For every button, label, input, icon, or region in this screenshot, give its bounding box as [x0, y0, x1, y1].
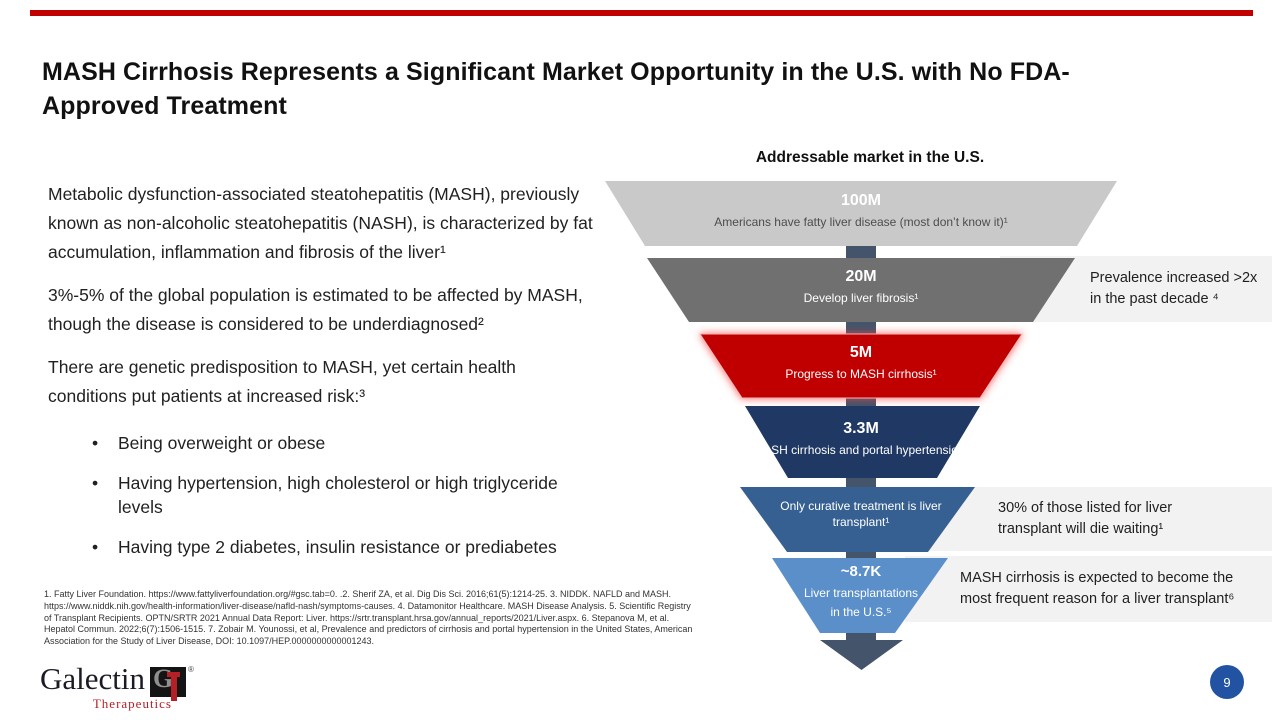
- list-item-text: Being overweight or obese: [118, 433, 326, 453]
- funnel-arrowhead-icon: [820, 640, 903, 670]
- bullet-icon: •: [92, 537, 99, 557]
- prevalence-paragraph: 3%-5% of the global population is estima…: [48, 285, 583, 334]
- footnote-line: of Transplant Recipients. OPTN/SRTR 2021…: [44, 612, 670, 623]
- funnel-level-curative: [740, 487, 975, 552]
- page-number-badge: 9: [1210, 665, 1244, 699]
- funnel-diagram: [605, 181, 1117, 670]
- accent-bar: [30, 10, 1253, 16]
- list-item: • Having type 2 diabetes, insulin resist…: [48, 535, 593, 559]
- list-item: • Being overweight or obese: [48, 431, 593, 455]
- callout-transplant-waiting: 30% of those listed for liver transplant…: [900, 487, 1272, 551]
- bullet-icon: •: [92, 473, 99, 493]
- funnel-label-20m: 20M Develop liver fibrosis¹: [803, 268, 919, 305]
- list-item: • Having hypertension, high cholesterol …: [48, 471, 593, 519]
- footnote-line: Association for the Study of Liver Disea…: [44, 636, 375, 647]
- registered-mark: ®: [188, 665, 194, 674]
- risk-paragraph: There are genetic predisposition to MASH…: [48, 357, 516, 406]
- callout-transplant-reason: MASH cirrhosis is expected to become the…: [905, 556, 1272, 622]
- page-number: 9: [1223, 674, 1231, 690]
- list-item-text: Having hypertension, high cholesterol or…: [118, 473, 558, 517]
- logo-wordmark: Galectin: [40, 661, 146, 696]
- funnel-level-5m: [699, 333, 1023, 399]
- footnote-line: https://www.niddk.nih.gov/health-informa…: [44, 600, 691, 611]
- risk-factor-list: • Being overweight or obese • Having hyp…: [48, 431, 593, 559]
- list-item-text: Having type 2 diabetes, insulin resistan…: [118, 537, 557, 557]
- left-panel: Metabolic dysfunction-associated steatoh…: [48, 180, 593, 575]
- funnel-level-8-7k: [772, 558, 948, 633]
- funnel-label-3-3m: 3.3M MASH cirrhosis and portal hypertens…: [753, 420, 969, 457]
- funnel-level-20m: [647, 258, 1075, 322]
- funnel-label-8-7k: ~8.7K Liver transplantations in the U.S.…: [803, 563, 919, 619]
- bullet-icon: •: [92, 433, 99, 453]
- funnel-title: Addressable market in the U.S.: [755, 149, 985, 166]
- funnel-level-100m: [605, 181, 1117, 246]
- funnel-label-curative: Only curative treatment is liver transpl…: [780, 499, 942, 529]
- galectin-logo: Galectin G ® Therapeutics: [40, 661, 194, 712]
- funnel-level-3-3m: [745, 406, 980, 478]
- funnel-label-100m: 100M Americans have fatty liver disease …: [714, 192, 1008, 229]
- footnotes: 1. Fatty Liver Foundation. https://www.f…: [44, 589, 749, 648]
- page-title-line2: Approved Treatment: [42, 92, 287, 120]
- footnote-line: Hepatol Commun. 2022;6(7):1506-1515. 7. …: [44, 624, 693, 635]
- galectin-monogram-icon: G: [150, 664, 187, 701]
- footnote-line: 1. Fatty Liver Foundation. https://www.f…: [44, 589, 672, 599]
- funnel-label-5m: 5M Progress to MASH cirrhosis¹: [785, 344, 937, 381]
- page-title: MASH Cirrhosis Represents a Significant …: [42, 55, 1070, 123]
- page-title-line1: MASH Cirrhosis Represents a Significant …: [42, 58, 1070, 86]
- logo-subtitle: Therapeutics: [92, 696, 172, 711]
- intro-paragraph: Metabolic dysfunction-associated steatoh…: [48, 184, 593, 262]
